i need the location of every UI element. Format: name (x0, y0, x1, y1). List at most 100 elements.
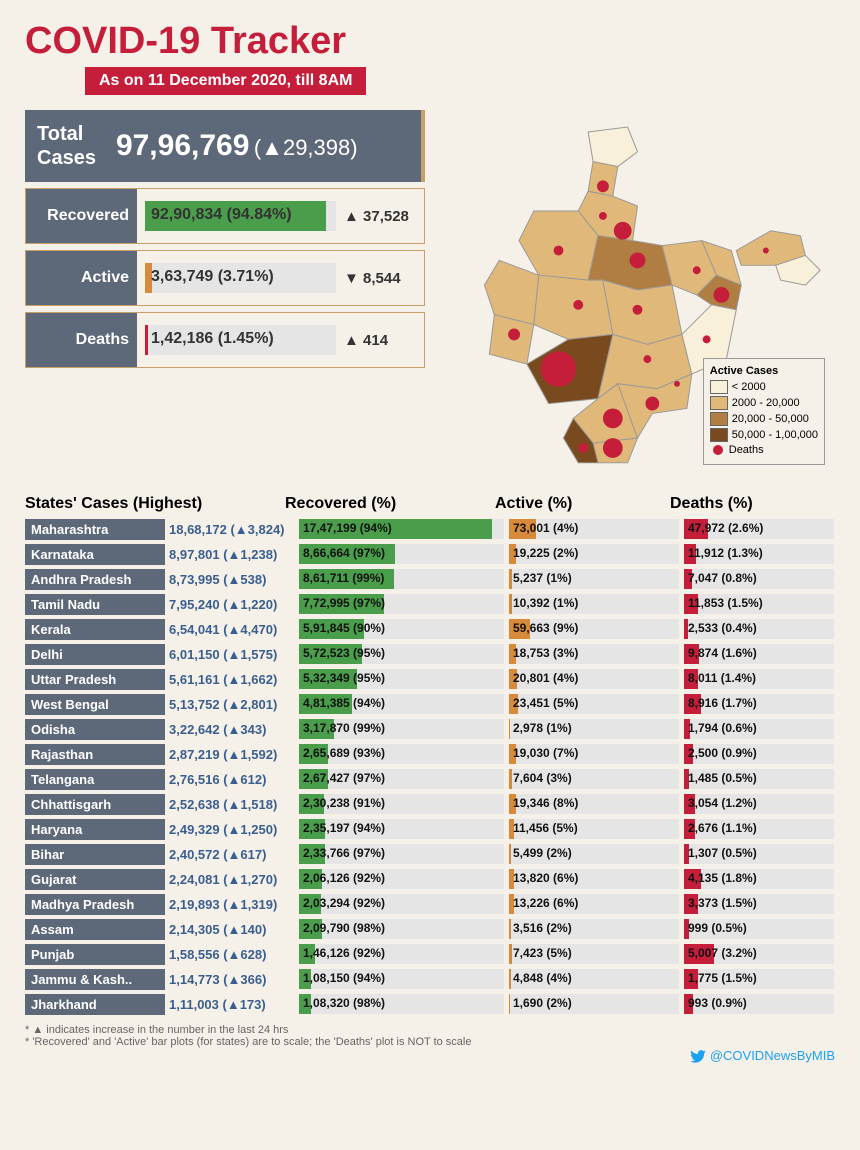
date-badge: As on 11 December 2020, till 8AM (85, 67, 366, 95)
deaths-bar: 2,500 (0.9%) (684, 744, 834, 764)
table-row: Madhya Pradesh 2,19,893 (▲1,319) 2,03,29… (25, 892, 835, 916)
state-name: Odisha (25, 719, 165, 740)
active-bar: 19,346 (8%) (509, 794, 679, 814)
table-row: Assam 2,14,305 (▲140) 2,09,790 (98%) 3,5… (25, 917, 835, 941)
footnotes: * ▲ indicates increase in the number in … (25, 1024, 835, 1048)
page-title: COVID-19 Tracker (25, 20, 835, 63)
state-name: Delhi (25, 644, 165, 665)
deaths-bar: 1,485 (0.5%) (684, 769, 834, 789)
table-row: Gujarat 2,24,081 (▲1,270) 2,06,126 (92%)… (25, 867, 835, 891)
recovered-bar: 1,46,126 (92%) (299, 944, 504, 964)
state-name: Telangana (25, 769, 165, 790)
state-cases: 18,68,172 (▲3,824) (165, 522, 299, 537)
table-row: Punjab 1,58,556 (▲628) 1,46,126 (92%) 7,… (25, 942, 835, 966)
state-cases: 2,40,572 (▲617) (165, 847, 299, 862)
legend-title: Active Cases (710, 365, 818, 377)
state-name: Madhya Pradesh (25, 894, 165, 915)
state-name: Haryana (25, 819, 165, 840)
deaths-bar: 1,794 (0.6%) (684, 719, 834, 739)
table-row: Kerala 6,54,041 (▲4,470) 5,91,845 (90%) … (25, 617, 835, 641)
legend-deaths-label: Deaths (729, 444, 764, 456)
state-cases: 5,13,752 (▲2,801) (165, 697, 299, 712)
state-cases: 7,95,240 (▲1,220) (165, 597, 299, 612)
state-cases: 2,49,329 (▲1,250) (165, 822, 299, 837)
deaths-bar: 8,011 (1.4%) (684, 669, 834, 689)
state-cases: 8,73,995 (▲538) (165, 572, 299, 587)
deaths-bar: 1,307 (0.5%) (684, 844, 834, 864)
total-value: 97,96,769 (116, 129, 249, 162)
active-bar: 20,801 (4%) (509, 669, 679, 689)
state-cases: 1,14,773 (▲366) (165, 972, 299, 987)
table-row: Rajasthan 2,87,219 (▲1,592) 2,65,689 (93… (25, 742, 835, 766)
deaths-bar: 993 (0.9%) (684, 994, 834, 1014)
table-row: Andhra Pradesh 8,73,995 (▲538) 8,61,711 … (25, 567, 835, 591)
active-bar: 4,848 (4%) (509, 969, 679, 989)
stat-label: Recovered (26, 189, 137, 243)
state-cases: 1,11,003 (▲173) (165, 997, 299, 1012)
table-row: Karnataka 8,97,801 (▲1,238) 8,66,664 (97… (25, 542, 835, 566)
summary-row: Active 3,63,749 (3.71%) ▼ 8,544 (25, 250, 425, 306)
state-name: Gujarat (25, 869, 165, 890)
total-cases-box: TotalCases 97,96,769 (▲29,398) (25, 110, 425, 182)
table-row: Odisha 3,22,642 (▲343) 3,17,870 (99%) 2,… (25, 717, 835, 741)
state-name: Assam (25, 919, 165, 940)
state-name: Uttar Pradesh (25, 669, 165, 690)
recovered-bar: 17,47,199 (94%) (299, 519, 504, 539)
recovered-bar: 5,32,349 (95%) (299, 669, 504, 689)
state-name: Maharashtra (25, 519, 165, 540)
active-bar: 10,392 (1%) (509, 594, 679, 614)
deaths-bar: 999 (0.5%) (684, 919, 834, 939)
table-row: Delhi 6,01,150 (▲1,575) 5,72,523 (95%) 1… (25, 642, 835, 666)
recovered-bar: 1,08,320 (98%) (299, 994, 504, 1014)
deaths-bar: 2,533 (0.4%) (684, 619, 834, 639)
deaths-bar: 1,775 (1.5%) (684, 969, 834, 989)
deaths-bar: 11,912 (1.3%) (684, 544, 834, 564)
state-cases: 2,24,081 (▲1,270) (165, 872, 299, 887)
active-bar: 3,516 (2%) (509, 919, 679, 939)
deaths-bar: 3,054 (1.2%) (684, 794, 834, 814)
recovered-bar: 5,72,523 (95%) (299, 644, 504, 664)
state-name: Bihar (25, 844, 165, 865)
active-bar: 11,456 (5%) (509, 819, 679, 839)
recovered-bar: 7,72,995 (97%) (299, 594, 504, 614)
stat-delta: ▲ 414 (344, 332, 424, 349)
state-name: Tamil Nadu (25, 594, 165, 615)
recovered-bar: 2,09,790 (98%) (299, 919, 504, 939)
recovered-bar: 3,17,870 (99%) (299, 719, 504, 739)
map-legend: Active Cases < 20002000 - 20,00020,000 -… (703, 358, 825, 465)
active-bar: 18,753 (3%) (509, 644, 679, 664)
legend-band: 50,000 - 1,00,000 (710, 428, 818, 442)
active-bar: 2,978 (1%) (509, 719, 679, 739)
active-bar: 13,226 (6%) (509, 894, 679, 914)
col-recovered: Recovered (%) (285, 495, 495, 513)
recovered-bar: 1,08,150 (94%) (299, 969, 504, 989)
recovered-bar: 8,61,711 (99%) (299, 569, 504, 589)
deaths-bar: 11,853 (1.5%) (684, 594, 834, 614)
footnote-1: * ▲ indicates increase in the number in … (25, 1024, 835, 1036)
col-active: Active (%) (495, 495, 670, 513)
state-name: West Bengal (25, 694, 165, 715)
state-cases: 6,54,041 (▲4,470) (165, 622, 299, 637)
state-name: Karnataka (25, 544, 165, 565)
active-bar: 19,225 (2%) (509, 544, 679, 564)
active-bar: 5,237 (1%) (509, 569, 679, 589)
table-row: Jharkhand 1,11,003 (▲173) 1,08,320 (98%)… (25, 992, 835, 1016)
stat-delta: ▲ 37,528 (344, 208, 424, 225)
deaths-bar: 5,007 (3.2%) (684, 944, 834, 964)
col-deaths: Deaths (%) (670, 495, 820, 513)
table-row: Bihar 2,40,572 (▲617) 2,33,766 (97%) 5,4… (25, 842, 835, 866)
recovered-bar: 2,06,126 (92%) (299, 869, 504, 889)
legend-band: < 2000 (710, 380, 818, 394)
active-bar: 5,499 (2%) (509, 844, 679, 864)
state-name: Rajasthan (25, 744, 165, 765)
state-cases: 2,76,516 (▲612) (165, 772, 299, 787)
stat-label: Deaths (26, 313, 137, 367)
col-states: States' Cases (Highest) (25, 495, 285, 513)
active-bar: 19,030 (7%) (509, 744, 679, 764)
state-cases: 3,22,642 (▲343) (165, 722, 299, 737)
active-bar: 13,820 (6%) (509, 869, 679, 889)
twitter-icon (690, 1050, 706, 1063)
deaths-bar: 3,373 (1.5%) (684, 894, 834, 914)
stat-bar: 1,42,186 (1.45%) (145, 325, 336, 355)
recovered-bar: 2,65,689 (93%) (299, 744, 504, 764)
